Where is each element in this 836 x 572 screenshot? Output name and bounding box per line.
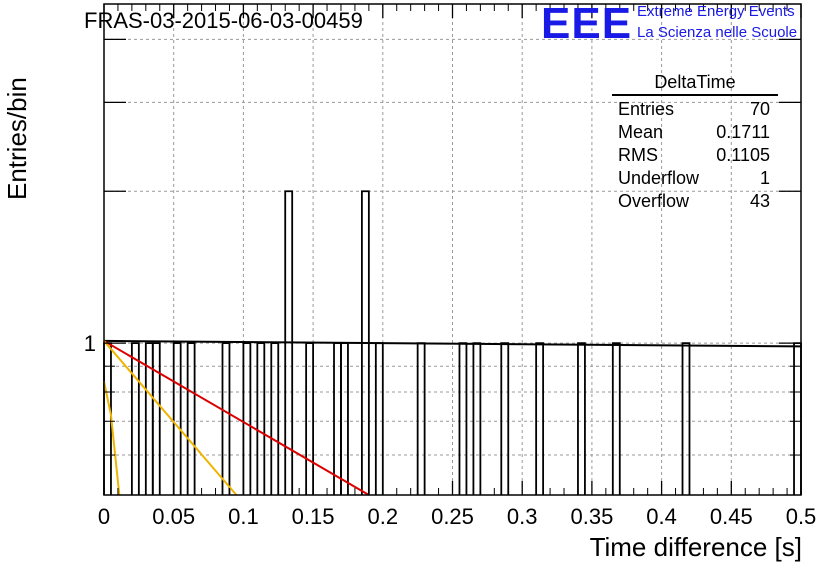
x-tick-label: 0.1 bbox=[228, 504, 259, 529]
stats-row-mean: Mean 0.1711 bbox=[612, 121, 778, 144]
x-tick-label: 0.15 bbox=[292, 504, 335, 529]
x-tick-label: 0.3 bbox=[507, 504, 538, 529]
histogram-bar bbox=[577, 342, 586, 495]
stats-label: RMS bbox=[618, 145, 658, 165]
x-tick-label: 0.5 bbox=[786, 504, 817, 529]
x-tick-label: 0.4 bbox=[646, 504, 677, 529]
stats-value: 0.1105 bbox=[716, 145, 770, 165]
stats-value: 43 bbox=[749, 191, 770, 211]
fit-line bbox=[103, 340, 370, 496]
x-axis-label: Time difference [s] bbox=[589, 532, 802, 562]
stats-label: Mean bbox=[618, 122, 664, 142]
stats-row-overflow: Overflow 43 bbox=[612, 190, 778, 213]
histogram-bars bbox=[103, 190, 802, 495]
x-tick-label: 0 bbox=[98, 504, 110, 529]
histogram-bar bbox=[242, 342, 252, 495]
y-tick-labels: 1 bbox=[84, 331, 96, 356]
x-tick-label: 0.2 bbox=[368, 504, 399, 529]
stats-row-underflow: Underflow 1 bbox=[612, 167, 778, 190]
eee-logo-mark: EEE bbox=[541, 0, 633, 48]
x-tick-label: 0.05 bbox=[152, 504, 195, 529]
y-tick-label: 1 bbox=[84, 331, 96, 356]
stats-label: Overflow bbox=[618, 191, 690, 211]
stats-label: Underflow bbox=[618, 168, 700, 188]
fit-line bbox=[103, 339, 802, 348]
stats-value: 0.1711 bbox=[716, 122, 770, 142]
stats-box: DeltaTime Entries 70 Mean 0.1711 RMS 0.1… bbox=[612, 72, 778, 213]
fit-line bbox=[103, 340, 238, 496]
stats-value: 1 bbox=[759, 168, 770, 188]
stats-box-title: DeltaTime bbox=[612, 72, 778, 96]
x-tick-label: 0.45 bbox=[710, 504, 753, 529]
x-tick-labels: 0 0.05 0.1 0.15 0.2 0.25 0.3 0.35 0.4 0.45 0.5 bbox=[98, 504, 816, 529]
stats-row-entries: Entries 70 bbox=[612, 98, 778, 121]
fit-line bbox=[103, 381, 121, 496]
stats-row-rms: RMS 0.1105 bbox=[612, 144, 778, 167]
stats-value: 70 bbox=[749, 99, 770, 119]
histogram-bar bbox=[186, 342, 196, 495]
histogram-bar bbox=[172, 342, 182, 495]
chart-title: FRAS-03-2015-06-03-00459 bbox=[84, 8, 363, 33]
logo-line-1: Extreme Energy Events bbox=[637, 3, 795, 20]
histogram-bar bbox=[130, 342, 140, 495]
x-tick-label: 0.35 bbox=[570, 504, 613, 529]
stats-label: Entries bbox=[618, 99, 675, 119]
histogram-bar bbox=[535, 342, 545, 495]
histogram-bar bbox=[221, 342, 231, 495]
fit-curves bbox=[103, 339, 802, 496]
histogram-bar bbox=[151, 342, 161, 495]
histogram-bar bbox=[681, 342, 691, 495]
logo-line-2: La Scienza nelle Scuole bbox=[637, 24, 798, 41]
y-axis-label: Entries/bin bbox=[2, 77, 32, 200]
x-tick-label: 0.25 bbox=[431, 504, 474, 529]
axis-ticks bbox=[103, 4, 802, 495]
histogram-bar bbox=[611, 342, 621, 495]
